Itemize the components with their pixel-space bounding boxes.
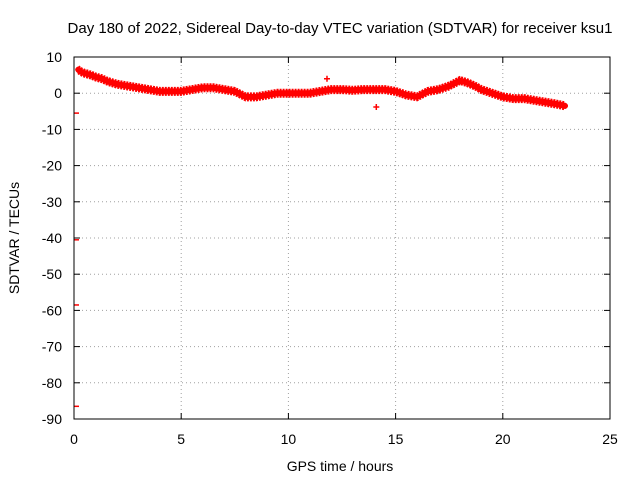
y-tick-label: -40 xyxy=(42,230,62,246)
data-point xyxy=(328,86,335,93)
data-point xyxy=(499,93,506,100)
y-tick-label: -20 xyxy=(42,158,62,174)
data-point xyxy=(531,97,538,104)
data-point xyxy=(542,99,549,106)
y-tick-label: -50 xyxy=(42,266,62,282)
data-point xyxy=(424,88,431,95)
data-point xyxy=(463,79,470,86)
isolated-data-point xyxy=(373,103,380,110)
data-point xyxy=(446,82,453,89)
data-point xyxy=(105,78,112,85)
y-tick-label: -60 xyxy=(42,302,62,318)
data-point xyxy=(92,73,99,80)
data-point xyxy=(81,70,88,77)
data-point xyxy=(435,86,442,93)
data-point xyxy=(510,95,517,102)
chart-title: Day 180 of 2022, Sidereal Day-to-day VTE… xyxy=(68,20,613,37)
x-tick-label: 0 xyxy=(70,431,78,447)
data-point xyxy=(414,93,421,100)
data-point xyxy=(306,90,313,97)
y-tick-label: -90 xyxy=(42,411,62,427)
data-point xyxy=(296,90,303,97)
data-point xyxy=(456,77,463,84)
data-point xyxy=(221,86,228,93)
grid-layer xyxy=(74,57,610,419)
y-tick-label: 10 xyxy=(46,49,62,65)
data-point xyxy=(489,90,496,97)
data-point xyxy=(188,86,195,93)
data-point xyxy=(199,84,206,91)
data-point xyxy=(274,90,281,97)
data-point xyxy=(231,88,238,95)
data-point xyxy=(167,88,174,95)
data-point xyxy=(210,84,217,91)
tick-layer: 0 5 10 15 20 25 10 0 -10 -20 -30 -40 -50 -60 -70 -80 -90 xyxy=(42,49,618,447)
data-point xyxy=(178,88,185,95)
data-point xyxy=(339,86,345,93)
data-point xyxy=(285,90,292,97)
data-point xyxy=(403,92,410,99)
data-point xyxy=(253,93,260,100)
data-point xyxy=(478,86,485,93)
y-tick-label: -70 xyxy=(42,339,62,355)
data-point xyxy=(113,81,120,88)
data-point xyxy=(263,92,270,99)
data-point xyxy=(135,84,142,91)
data-layer xyxy=(74,65,568,408)
data-point xyxy=(242,93,249,100)
data-point xyxy=(98,75,105,82)
data-point xyxy=(561,102,568,109)
x-tick-label: 25 xyxy=(602,431,618,447)
y-tick-label: -10 xyxy=(42,121,62,137)
y-tick-label: -80 xyxy=(42,375,62,391)
x-tick-label: 5 xyxy=(177,431,185,447)
x-tick-label: 20 xyxy=(495,431,511,447)
data-point xyxy=(521,95,528,102)
x-tick-label: 10 xyxy=(281,431,297,447)
data-point xyxy=(392,88,399,95)
data-point xyxy=(317,88,324,95)
data-point xyxy=(381,86,388,93)
data-point xyxy=(349,87,356,94)
x-axis-label: GPS time / hours xyxy=(287,458,394,474)
data-point xyxy=(124,82,131,89)
data-point xyxy=(88,72,95,79)
x-tick-label: 15 xyxy=(388,431,404,447)
y-tick-label: -30 xyxy=(42,194,62,210)
data-point xyxy=(77,68,84,75)
data-point xyxy=(371,86,378,93)
isolated-data-point xyxy=(323,75,330,82)
y-tick-label: 0 xyxy=(54,85,62,101)
data-point xyxy=(471,82,478,89)
data-point xyxy=(146,86,153,93)
data-point xyxy=(156,88,163,95)
data-point xyxy=(360,86,367,93)
y-axis-label: SDTVAR / TECUs xyxy=(6,182,22,294)
data-point xyxy=(553,101,560,108)
